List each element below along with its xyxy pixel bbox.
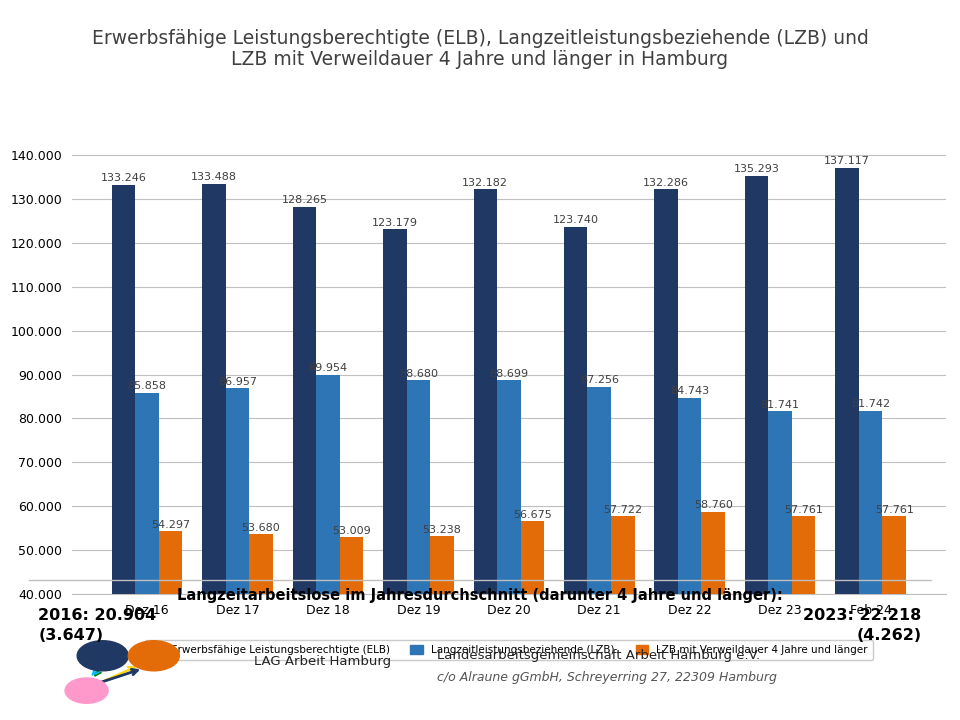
Bar (702, 512, 725, 720)
Circle shape (129, 641, 180, 671)
Text: 128.265: 128.265 (281, 195, 327, 205)
Text: 137.117: 137.117 (824, 156, 870, 166)
Text: 53.680: 53.680 (242, 523, 280, 533)
Text: 57.761: 57.761 (784, 505, 823, 515)
Bar (520, 521, 544, 720)
Bar (203, 184, 226, 720)
Legend: Erwerbsfähige Leistungsberechtigte (ELB), Langzeitleistungsbeziehende (LZB), LZB: Erwerbsfähige Leistungsberechtigte (ELB)… (145, 640, 873, 660)
Text: LZB mit Verweildauer 4 Jahre und länger in Hamburg: LZB mit Verweildauer 4 Jahre und länger … (231, 50, 729, 69)
Text: 88.680: 88.680 (398, 369, 438, 379)
Bar (473, 189, 497, 720)
Text: 56.675: 56.675 (513, 510, 552, 520)
Bar (111, 185, 135, 720)
Bar (407, 380, 430, 720)
Bar (430, 536, 454, 720)
Text: Langzeitarbeitslose im Jahresdurchschnitt (darunter 4 Jahre und länger):: Langzeitarbeitslose im Jahresdurchschnit… (178, 588, 782, 603)
Text: 123.740: 123.740 (553, 215, 599, 225)
Text: 133.488: 133.488 (191, 172, 237, 182)
Text: 57.761: 57.761 (875, 505, 914, 515)
Text: 85.858: 85.858 (128, 382, 166, 392)
Bar (383, 229, 407, 720)
Bar (678, 397, 702, 720)
Text: 2016: 20.904
(3.647): 2016: 20.904 (3.647) (38, 608, 156, 643)
Bar (611, 516, 635, 720)
Text: 135.293: 135.293 (733, 164, 780, 174)
Text: 132.286: 132.286 (643, 178, 689, 188)
Bar (768, 411, 792, 720)
Bar (158, 531, 182, 720)
Text: 2023: 22.218
(4.262): 2023: 22.218 (4.262) (804, 608, 922, 643)
Text: 81.741: 81.741 (760, 400, 800, 410)
Text: 58.760: 58.760 (694, 500, 732, 510)
Text: 87.256: 87.256 (580, 375, 619, 385)
Bar (792, 516, 815, 720)
Text: Erwerbsfähige Leistungsberechtigte (ELB), Langzeitleistungsbeziehende (LZB) und: Erwerbsfähige Leistungsberechtigte (ELB)… (91, 29, 869, 48)
Bar (564, 227, 588, 720)
Text: LAG Arbeit Hamburg: LAG Arbeit Hamburg (254, 655, 392, 668)
Text: 88.699: 88.699 (490, 369, 528, 379)
Bar (497, 380, 520, 720)
Text: 81.742: 81.742 (852, 400, 890, 410)
Bar (745, 176, 768, 720)
Bar (882, 516, 906, 720)
Circle shape (65, 678, 108, 703)
Circle shape (77, 641, 129, 671)
Text: 53.238: 53.238 (422, 525, 462, 534)
Bar (135, 392, 158, 720)
Text: 89.954: 89.954 (308, 364, 348, 374)
Text: 132.182: 132.182 (463, 178, 508, 188)
Text: 57.722: 57.722 (603, 505, 642, 515)
Bar (316, 375, 340, 720)
Text: 123.179: 123.179 (372, 217, 418, 228)
Bar (655, 189, 678, 720)
Text: c/o Alraune gGmbH, Schreyerring 27, 22309 Hamburg: c/o Alraune gGmbH, Schreyerring 27, 2230… (437, 671, 777, 684)
Bar (226, 388, 250, 720)
Text: 133.246: 133.246 (101, 174, 147, 184)
Text: Landesarbeitsgemeinschaft Arbeit Hamburg e.V.: Landesarbeitsgemeinschaft Arbeit Hamburg… (437, 649, 760, 662)
Bar (340, 537, 363, 720)
Text: 86.957: 86.957 (218, 377, 257, 387)
Bar (293, 207, 316, 720)
Bar (859, 411, 882, 720)
Text: 84.743: 84.743 (670, 387, 709, 396)
Bar (250, 534, 273, 720)
Text: 54.297: 54.297 (151, 520, 190, 530)
Bar (588, 387, 611, 720)
Bar (835, 168, 859, 720)
Text: 53.009: 53.009 (332, 526, 371, 536)
